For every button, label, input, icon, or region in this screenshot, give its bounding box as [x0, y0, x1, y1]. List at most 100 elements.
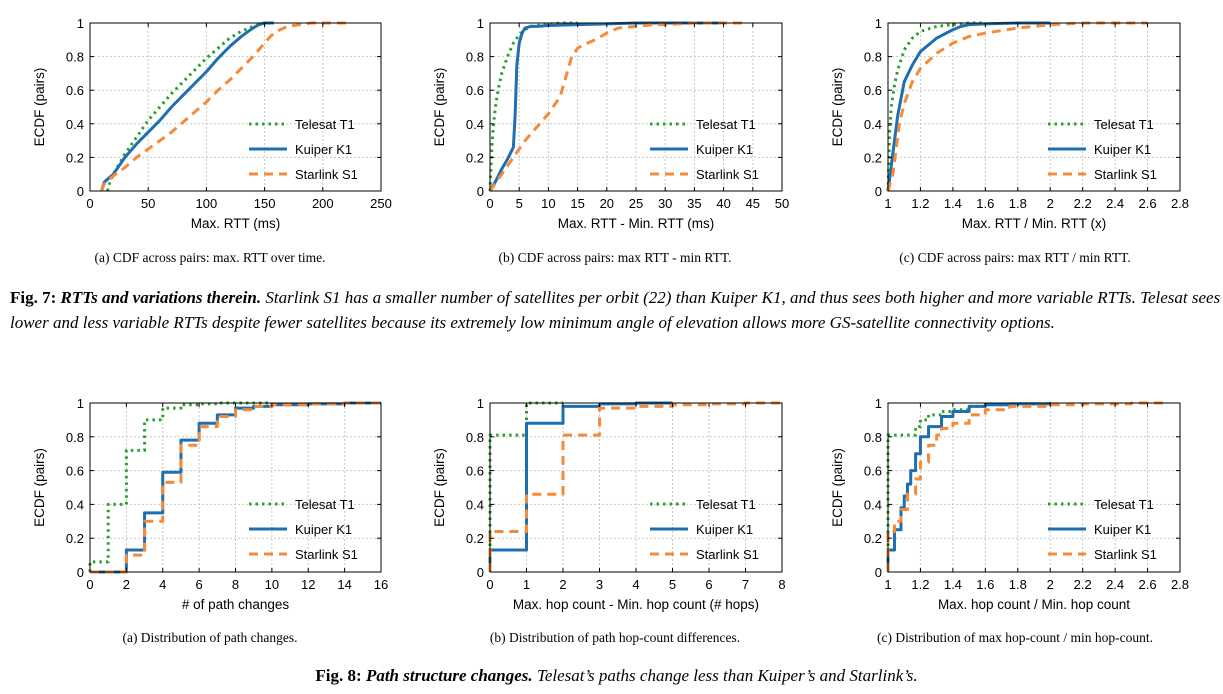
x-tick-label: 20: [600, 196, 614, 211]
x-tick-label: 2.2: [1074, 196, 1092, 211]
x-tick-label: 1.4: [944, 577, 962, 592]
series-line-starlink: [886, 21, 1148, 192]
x-tick-label: 35: [687, 196, 701, 211]
x-tick-label: 4: [632, 577, 639, 592]
caption-fig8c: (c) Distribution of max hop-count / min …: [877, 630, 1153, 645]
axes-frame: [887, 22, 1181, 192]
x-tick-label: 2.6: [1139, 196, 1157, 211]
x-tick-label: 1.4: [944, 196, 962, 211]
y-tick-label: 0.2: [66, 531, 84, 546]
x-tick-label: 2: [1047, 196, 1054, 211]
x-axis-label: Max. RTT (ms): [191, 216, 281, 231]
legend-label-starlink: Starlink S1: [696, 547, 759, 562]
x-tick-label: 2.8: [1171, 196, 1189, 211]
chart-fig8a: 0 2 4 6 8 10 12 14 16 0 0.2 0.4 0.6 0.8 1 # of path cha…: [32, 396, 388, 612]
legend-label-kuiper: Kuiper K1: [696, 522, 753, 537]
x-tick-label: 12: [301, 577, 315, 592]
caption-fig7b: (b) CDF across pairs: max RTT - min RTT.: [498, 250, 732, 265]
y-tick-label: 0.2: [466, 531, 484, 546]
y-tick-label: 0.6: [864, 83, 882, 98]
legend-label-starlink: Starlink S1: [696, 167, 759, 182]
x-tick-label: 8: [778, 577, 785, 592]
fig8-text: Telesat’s paths change less than Kuiper’…: [532, 666, 918, 685]
y-tick-label: 0.4: [66, 117, 84, 132]
series-line-telesat: [88, 401, 274, 572]
legend-label-telesat: Telesat T1: [696, 117, 756, 132]
fig8-caption: Fig. 8: Path structure changes. Telesat’…: [10, 663, 1223, 688]
x-tick-label: 16: [374, 577, 388, 592]
fig7-label: Fig. 7:: [10, 288, 61, 307]
y-tick-label: 0.6: [864, 464, 882, 479]
x-tick-label: 45: [746, 196, 760, 211]
y-tick-label: 1: [875, 396, 882, 411]
x-tick-label: 150: [254, 196, 276, 211]
series-line-kuiper: [100, 21, 274, 192]
y-tick-label: 0.6: [66, 464, 84, 479]
x-tick-label: 5: [669, 577, 676, 592]
y-axis-label: ECDF (pairs): [432, 448, 447, 527]
series-line-telesat: [488, 21, 578, 192]
y-tick-label: 0.2: [466, 150, 484, 165]
x-axis-label: Max. hop count - Min. hop count (# hops): [513, 597, 759, 612]
x-tick-label: 250: [370, 196, 392, 211]
chart-fig7c: 1 1.2 1.4 1.6 1.8 2 2.2 2.4 2.6 2.8 0 0.2 0.4 0.6 0.8 1…: [830, 16, 1189, 231]
x-tick-label: 1.2: [911, 196, 929, 211]
y-tick-label: 0: [875, 565, 882, 580]
y-tick-label: 0.8: [66, 430, 84, 445]
y-tick-label: 0.8: [66, 50, 84, 65]
fig8-label: Fig. 8:: [315, 666, 366, 685]
y-tick-label: 0.4: [466, 117, 484, 132]
y-tick-label: 0.8: [466, 50, 484, 65]
x-tick-label: 1: [523, 577, 530, 592]
x-tick-label: 30: [658, 196, 672, 211]
legend-label-kuiper: Kuiper K1: [696, 142, 753, 157]
x-tick-label: 1.6: [976, 577, 994, 592]
y-axis-label: ECDF (pairs): [32, 448, 47, 527]
x-tick-label: 2.6: [1139, 577, 1157, 592]
fig7-text: Starlink S1 has a smaller number of sate…: [10, 288, 1221, 332]
y-tick-label: 0: [477, 184, 484, 199]
y-tick-label: 0: [875, 184, 882, 199]
series-line-starlink: [488, 21, 747, 192]
x-tick-label: 6: [705, 577, 712, 592]
x-tick-label: 50: [141, 196, 155, 211]
y-tick-label: 0: [77, 565, 84, 580]
y-tick-label: 1: [875, 16, 882, 31]
chart-fig7a: 0 50 100 150 200 250 0 0.2 0.4 0.6 0.8 1 Max. RTT (m…: [32, 16, 392, 231]
x-tick-label: 6: [196, 577, 203, 592]
y-tick-label: 0.4: [66, 497, 84, 512]
legend-label-kuiper: Kuiper K1: [1094, 522, 1151, 537]
x-axis-label: # of path changes: [182, 597, 290, 612]
legend-label-telesat: Telesat T1: [295, 497, 355, 512]
series-line-kuiper: [488, 401, 674, 572]
x-tick-label: 25: [629, 196, 643, 211]
x-tick-label: 1.8: [1009, 196, 1027, 211]
x-tick-label: 2.4: [1106, 196, 1124, 211]
x-tick-label: 10: [265, 577, 279, 592]
x-tick-label: 10: [541, 196, 555, 211]
x-tick-label: 2.4: [1106, 577, 1124, 592]
caption-fig7c: (c) CDF across pairs: max RTT / min RTT.: [899, 250, 1131, 265]
y-tick-label: 0.8: [864, 430, 882, 445]
x-tick-label: 4: [159, 577, 166, 592]
legend-label-starlink: Starlink S1: [1094, 547, 1157, 562]
legend-label-kuiper: Kuiper K1: [295, 522, 352, 537]
axes-frame: [887, 402, 1181, 573]
series-line-starlink: [886, 401, 1166, 572]
x-tick-label: 1: [884, 196, 891, 211]
x-axis-label: Max. RTT / Min. RTT (x): [962, 216, 1107, 231]
fig8-title: Path structure changes.: [365, 666, 533, 685]
y-tick-label: 1: [477, 396, 484, 411]
series-line-telesat: [886, 21, 986, 192]
y-tick-label: 0.2: [864, 531, 882, 546]
y-tick-label: 1: [77, 16, 84, 31]
series-line-kuiper: [886, 21, 1051, 192]
x-axis-label: Max. RTT - Min. RTT (ms): [558, 216, 715, 231]
y-tick-label: 0.4: [864, 497, 882, 512]
chart-fig8c: 1 1.2 1.4 1.6 1.8 2 2.2 2.4 2.6 2.8 0 0.2 0.4 0.6 0.8 1…: [830, 396, 1189, 612]
legend-label-kuiper: Kuiper K1: [295, 142, 352, 157]
x-tick-label: 8: [232, 577, 239, 592]
y-tick-label: 0.6: [466, 464, 484, 479]
x-tick-label: 0: [86, 196, 93, 211]
x-tick-label: 200: [312, 196, 334, 211]
